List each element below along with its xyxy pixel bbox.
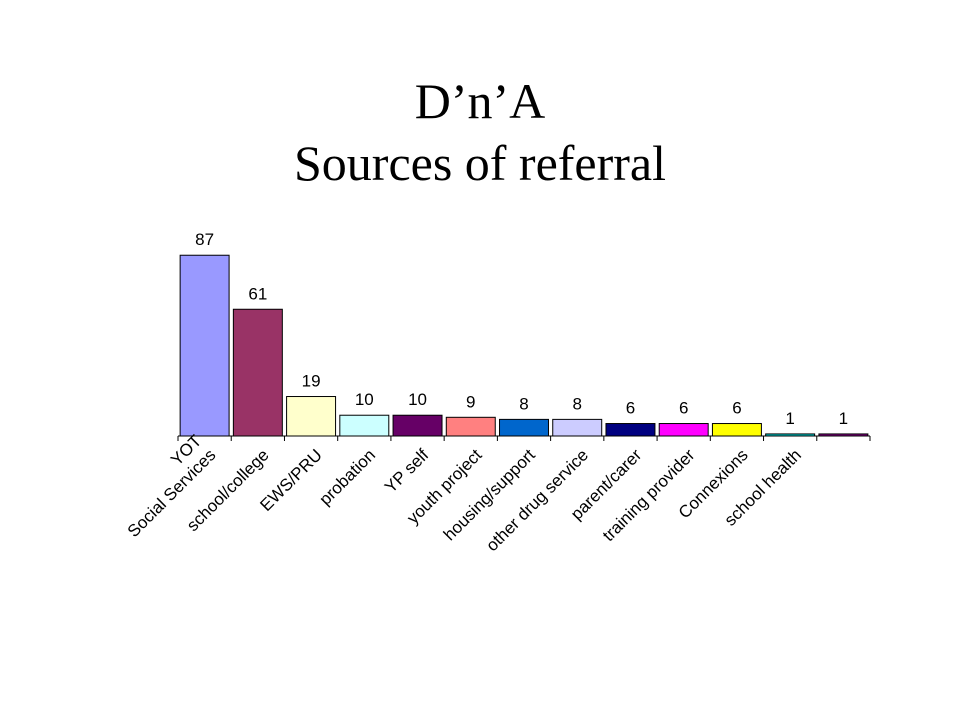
bar (552, 418, 603, 437)
bar (286, 396, 337, 437)
value-label: 1 (785, 409, 794, 428)
value-label: 6 (626, 399, 635, 418)
title-line: Sources of referral (294, 135, 666, 191)
x-tick-label: probation (316, 445, 380, 509)
value-label: 6 (732, 399, 741, 418)
x-tick-label: housing/support (440, 445, 539, 544)
bar (765, 433, 816, 437)
x-tick-label: training provider (599, 445, 699, 545)
bar (605, 423, 656, 437)
bar (711, 423, 762, 437)
value-label: 8 (572, 394, 581, 413)
bar (179, 254, 230, 437)
x-tick-label: YP self (381, 445, 432, 496)
value-label: 9 (466, 392, 475, 411)
bar (232, 308, 283, 437)
title-line: D’n’A (415, 73, 546, 129)
x-tick-label: other drug service (482, 445, 592, 555)
value-label: 19 (302, 372, 321, 391)
bar (499, 418, 549, 437)
bar (445, 416, 496, 437)
value-label: 1 (839, 409, 848, 428)
value-label: 87 (195, 230, 214, 249)
value-label: 6 (679, 399, 688, 418)
bar (392, 414, 443, 437)
bar (339, 414, 390, 437)
value-label: 8 (519, 394, 528, 413)
value-label: 61 (248, 284, 267, 303)
bar (658, 423, 709, 437)
bar (818, 433, 869, 437)
value-label: 10 (408, 390, 427, 409)
value-label: 10 (355, 390, 374, 409)
